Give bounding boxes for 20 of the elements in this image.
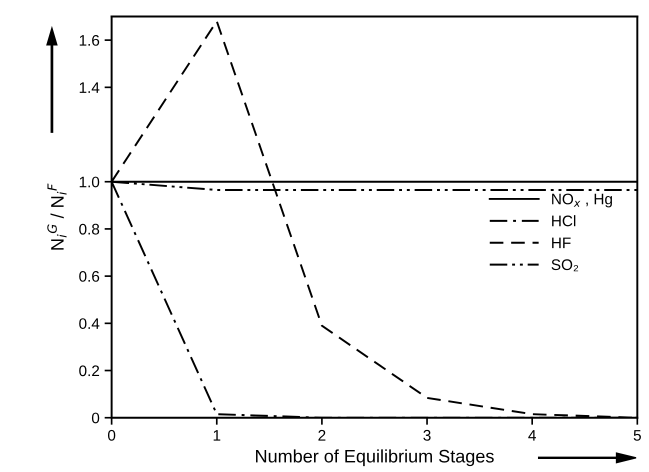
legend-label: HF [552, 238, 571, 248]
x-tick-label: 0 [108, 430, 116, 441]
legend-label: HCl [552, 215, 576, 226]
y-tick-label: 0.6 [79, 270, 100, 282]
legend-label: SO₂ [552, 259, 578, 272]
x-tick-label: 4 [528, 430, 536, 441]
y-tick-label: 0.8 [79, 224, 100, 235]
x-axis-title: Number of Equilibrium Stages [256, 449, 494, 466]
y-tick-label: 0.2 [79, 365, 100, 376]
legend-label: NO$_{x}$ , Hg [552, 194, 612, 208]
y-tick-label: 1.0 [80, 176, 100, 188]
x-tick-label: 3 [423, 430, 431, 441]
x-tick-label: 1 [214, 430, 220, 441]
y-tick-label: 0 [92, 412, 100, 424]
y-tick-label: 0.4 [79, 318, 100, 330]
y-tick-label: 1.6 [80, 34, 100, 46]
y-axis-title: N$_{i}$$^{G}$ / N$_{i}$$^{F}$ [47, 184, 67, 250]
y-tick-label: 1.4 [80, 82, 100, 93]
x-tick-label: 2 [318, 430, 326, 441]
x-tick-label: 5 [634, 430, 641, 441]
